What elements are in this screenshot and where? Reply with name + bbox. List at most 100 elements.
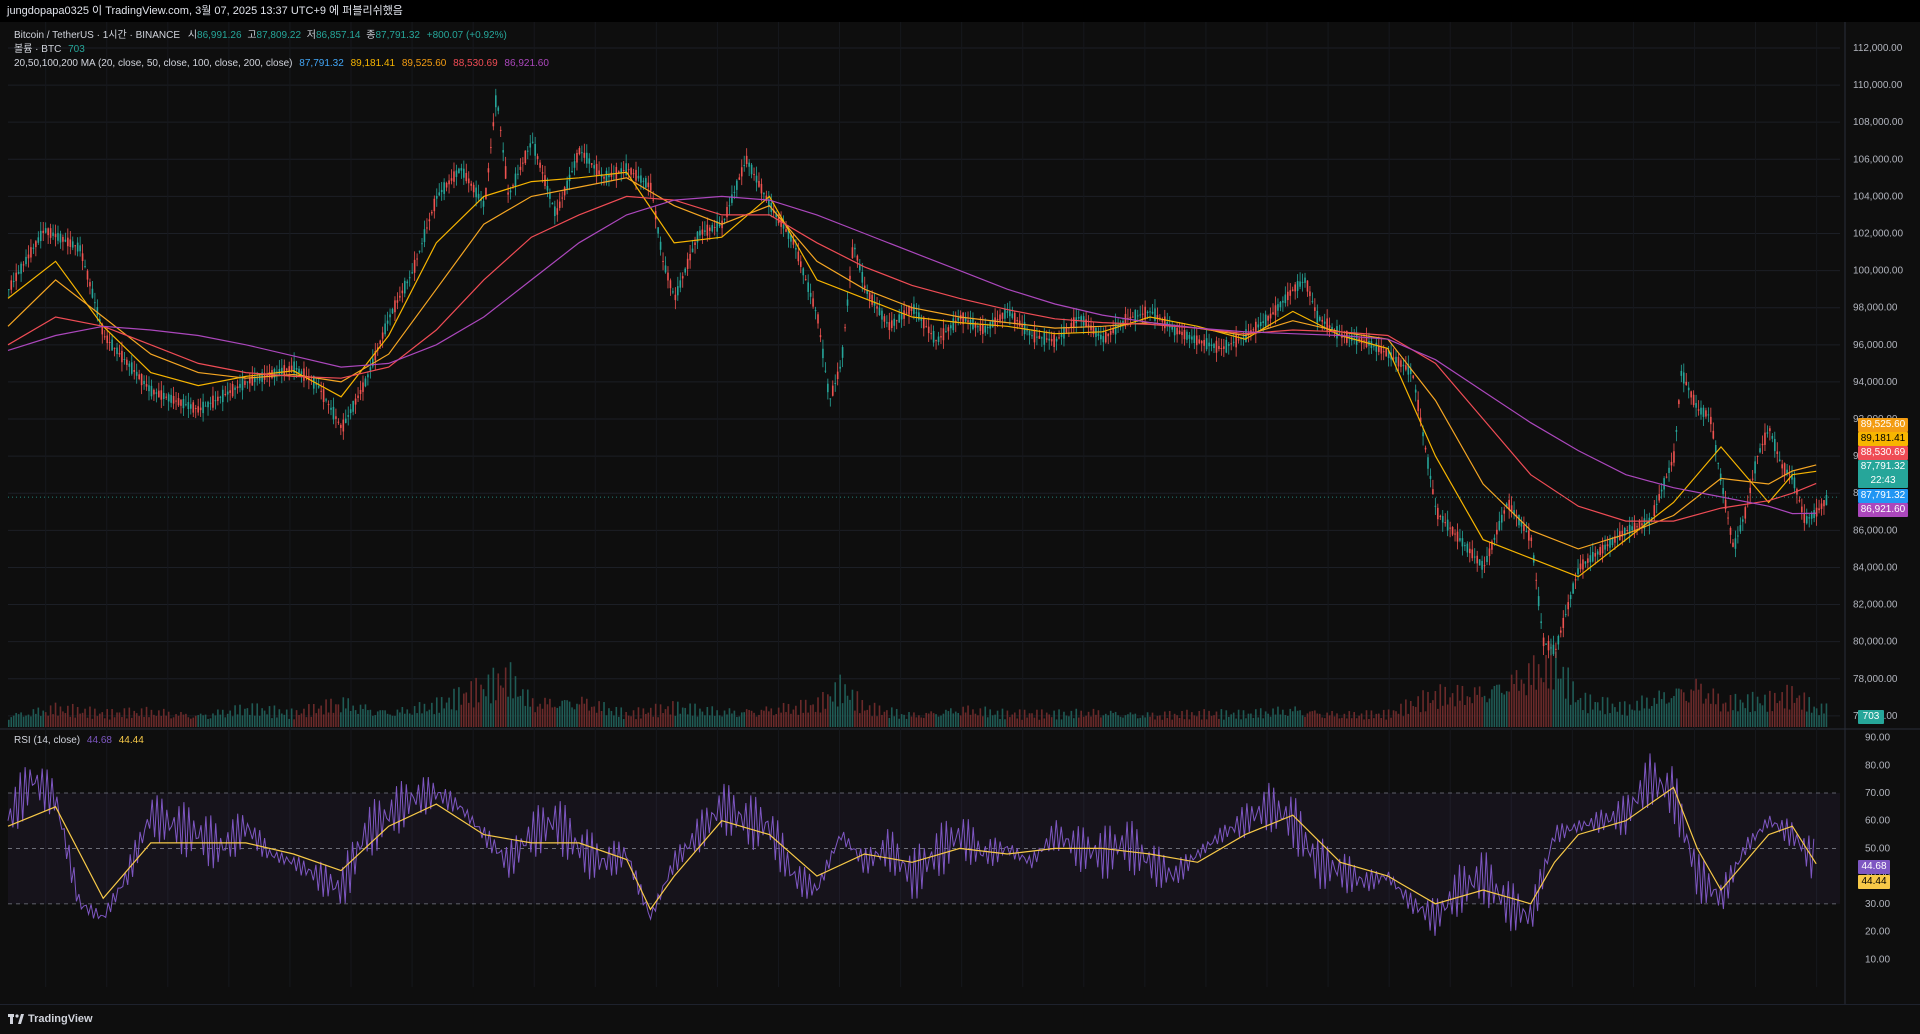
volume-bar [221,709,224,727]
volume-bar [1119,716,1122,727]
candle-body [435,195,438,199]
volume-bar [352,705,354,727]
candle-body [1193,335,1196,343]
volume-bar [962,706,964,727]
candle-body [1783,463,1786,475]
ma-label[interactable]: 20,50,100,200 MA (20, close, 50, close, … [14,58,293,69]
candle-body [659,241,662,250]
candle-body [1198,339,1201,344]
volume-bar [1385,719,1387,727]
candle-body [1754,461,1756,474]
volume-bar [1604,714,1606,727]
candle-body [694,242,696,246]
candle-body [1282,300,1284,303]
volume-bar [563,700,566,727]
volume-bar [1331,710,1333,727]
candle-body [558,201,561,208]
symbol-title[interactable]: Bitcoin / TetherUS · 1시간 · BINANCE [14,30,181,41]
volume-bar [453,688,455,727]
volume-bar [1306,713,1309,727]
candle-body [62,236,64,242]
symbol-legend: Bitcoin / TetherUS · 1시간 · BINANCE 시86,9… [14,29,507,43]
volume-bar [1483,695,1486,727]
volume-bar [1719,711,1722,727]
volume-bar [1402,716,1405,727]
volume-bar [217,709,219,727]
candle-body [1358,338,1360,342]
volume-bar [1813,706,1815,727]
rsi-label[interactable]: RSI (14, close) [14,735,81,746]
candle-body [433,198,436,212]
volume-bar [861,700,864,727]
candle-body [622,169,625,171]
candle-body [403,280,406,294]
volume-bar [1646,697,1648,727]
candle-body [1232,341,1235,343]
candle-body [470,183,473,186]
candle-body [617,171,620,173]
candle-body [1744,507,1747,519]
volume-bar [1503,694,1506,727]
candle-body [812,298,814,307]
candle-body [64,239,67,242]
candle-body [1663,478,1665,490]
candle-body [30,247,32,258]
volume-bar [379,710,381,727]
volume-bar [32,709,35,727]
candle-body [15,272,17,282]
tradingview-logo[interactable]: TradingView [8,1013,93,1025]
volume-label[interactable]: 볼륨 · BTC [14,44,62,55]
volume-bar [1737,711,1739,727]
volume-bar [1756,696,1759,727]
volume-bar [750,710,753,727]
candle-body [763,192,765,195]
candle-body [1112,328,1114,333]
volume-bar [768,711,770,727]
candle-body [1523,524,1525,531]
volume-bar [1621,714,1624,727]
candle-body [165,396,168,398]
candle-body [930,333,932,335]
candle-body [526,150,529,152]
candle-body [1815,507,1818,517]
candle-body [1638,521,1641,530]
candle-body [79,245,81,252]
candle-body [603,176,605,179]
price-tick-label: 86,000.00 [1853,525,1898,536]
volume-bar [890,707,893,727]
candle-body [224,393,227,396]
candle-body [325,399,327,401]
candle-body [1262,321,1264,324]
volume-bar [1619,701,1621,727]
candle-body [443,182,445,194]
volume-bar [647,712,650,727]
chart-area[interactable]: 112,000.00 110,000.00 108,000.00 106,000.00… [0,22,1920,1004]
candle-body [94,302,96,304]
candle-body [145,384,148,387]
candle-body [175,400,177,402]
volume-bar [1223,719,1225,727]
volume-bar [1353,711,1356,727]
volume-bar [433,714,436,727]
chart-svg[interactable]: 112,000.00 110,000.00 108,000.00 106,000.00… [0,22,1920,1004]
candle-body [1680,370,1683,376]
candle-body [551,202,554,205]
volume-bar [71,703,74,727]
candle-body [509,190,512,193]
candle-body [595,163,598,176]
volume-bar [1373,718,1375,727]
volume-bar [1591,709,1594,727]
volume-bar [47,715,49,727]
volume-bar [1326,712,1328,727]
volume-bar [330,698,332,727]
volume-bar [1242,710,1245,727]
volume-bar [49,705,52,727]
volume-bar [1456,684,1459,727]
candle-body [298,368,300,373]
volume-bar [1724,702,1727,727]
candle-body [440,189,443,193]
volume-bar [1132,714,1134,727]
candle-body [1429,475,1432,479]
volume-bar [708,715,711,727]
volume-bar [1033,717,1036,727]
